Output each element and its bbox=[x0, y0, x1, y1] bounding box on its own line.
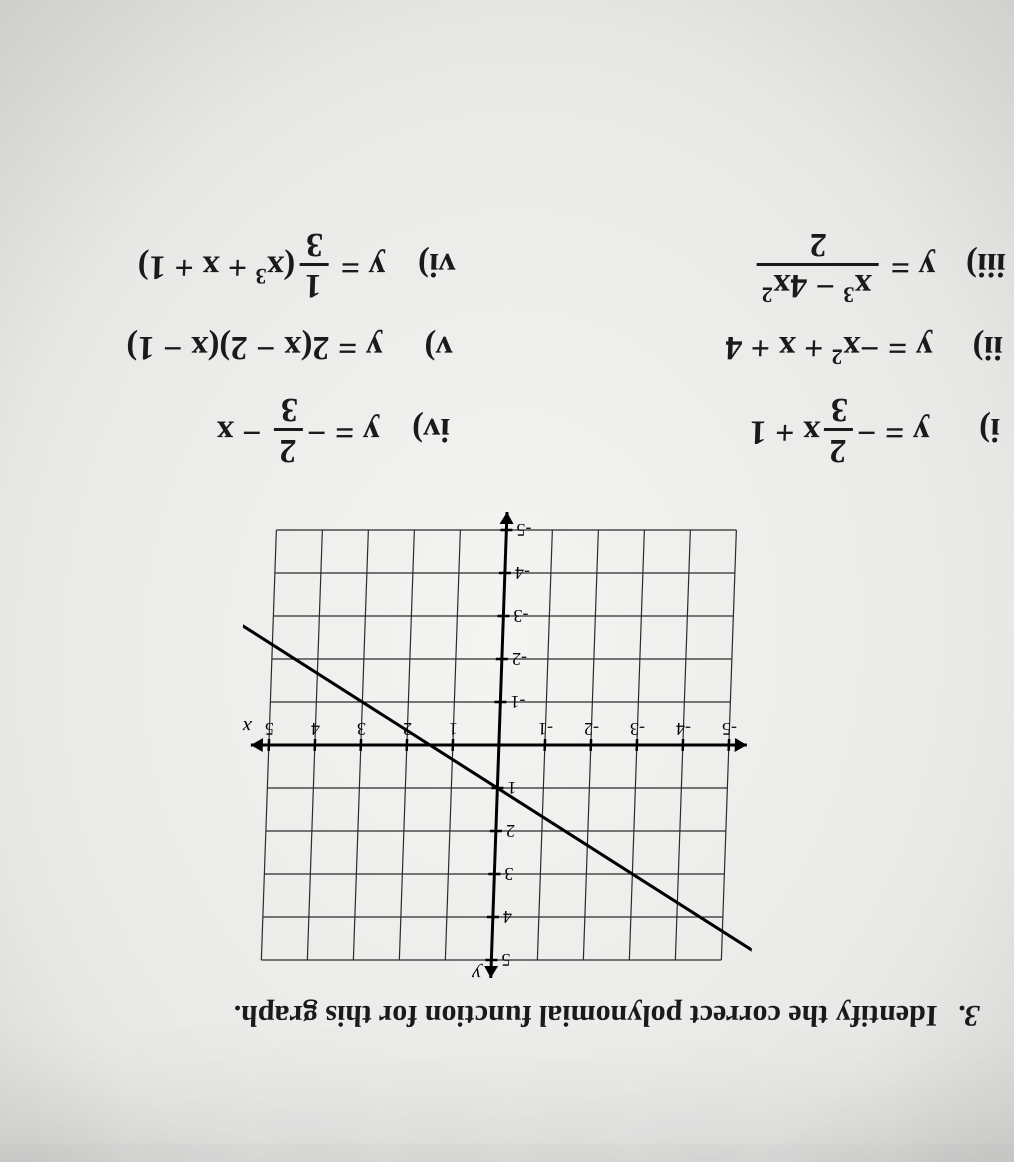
option-expr: y = −x2 + x + 4 bbox=[725, 328, 934, 366]
option-label: i) bbox=[929, 411, 1000, 449]
option-label: ii) bbox=[932, 328, 1003, 366]
svg-text:-5: -5 bbox=[516, 520, 532, 540]
svg-text:4: 4 bbox=[503, 907, 513, 927]
option-expr: y = x3 − 4x22 bbox=[751, 227, 936, 302]
svg-text:-3: -3 bbox=[630, 719, 646, 739]
question-number: 3. bbox=[956, 999, 980, 1032]
option-i: i) y = −23x + 1 bbox=[569, 392, 1002, 467]
graph-svg: -5-4-3-2-11234512345-1-2-3-4-5xy bbox=[230, 500, 767, 990]
svg-text:-4: -4 bbox=[515, 563, 531, 583]
option-expr: y = −23 − x bbox=[215, 392, 381, 467]
fraction: 23 bbox=[823, 392, 855, 467]
svg-text:5: 5 bbox=[501, 950, 511, 970]
options-grid: i) y = −23x + 1 iv) y = −23 − x ii) y = … bbox=[19, 227, 1007, 467]
option-ii: ii) y = −x2 + x + 4 bbox=[572, 328, 1003, 366]
svg-text:4: 4 bbox=[311, 719, 321, 739]
page-surface: 3. Identify the correct polynomial funct… bbox=[0, 0, 1014, 1162]
svg-text:-2: -2 bbox=[584, 719, 600, 739]
svg-text:-4: -4 bbox=[676, 719, 692, 739]
option-vi: vi) y = 13(x3 + x + 1) bbox=[24, 227, 457, 302]
option-label: iii) bbox=[935, 246, 1006, 284]
option-v: v) y = 2(x − 2)(x − 1) bbox=[22, 328, 453, 366]
question-heading: 3. Identify the correct polynomial funct… bbox=[0, 998, 980, 1032]
svg-text:-3: -3 bbox=[513, 606, 529, 626]
svg-text:2: 2 bbox=[506, 821, 516, 841]
svg-text:3: 3 bbox=[357, 719, 367, 739]
svg-text:5: 5 bbox=[265, 719, 275, 739]
content-area: 3. Identify the correct polynomial funct… bbox=[0, 227, 1007, 1032]
option-expr: y = 13(x3 + x + 1) bbox=[137, 227, 387, 302]
graph-container: -5-4-3-2-11234512345-1-2-3-4-5xy bbox=[230, 495, 767, 990]
fraction: 23 bbox=[273, 392, 305, 467]
svg-text:1: 1 bbox=[449, 719, 459, 739]
option-expr: y = 2(x − 2)(x − 1) bbox=[126, 328, 384, 366]
svg-text:-1: -1 bbox=[510, 692, 526, 712]
option-label: v) bbox=[382, 328, 453, 366]
svg-text:-5: -5 bbox=[722, 719, 738, 739]
option-label: vi) bbox=[385, 246, 456, 284]
svg-text:x: x bbox=[242, 716, 253, 738]
option-expr: y = −23x + 1 bbox=[748, 392, 931, 467]
fraction: 13 bbox=[298, 227, 330, 302]
svg-text:-1: -1 bbox=[538, 719, 554, 739]
question-prompt: Identify the correct polynomial function… bbox=[233, 999, 938, 1032]
option-label: iv) bbox=[379, 411, 450, 449]
svg-text:y: y bbox=[471, 963, 483, 985]
svg-text:-2: -2 bbox=[512, 649, 528, 669]
fraction: x3 − 4x22 bbox=[755, 227, 879, 302]
svg-text:3: 3 bbox=[504, 864, 514, 884]
option-iv: iv) y = −23 − x bbox=[19, 392, 452, 467]
option-iii: iii) y = x3 − 4x22 bbox=[574, 227, 1007, 302]
